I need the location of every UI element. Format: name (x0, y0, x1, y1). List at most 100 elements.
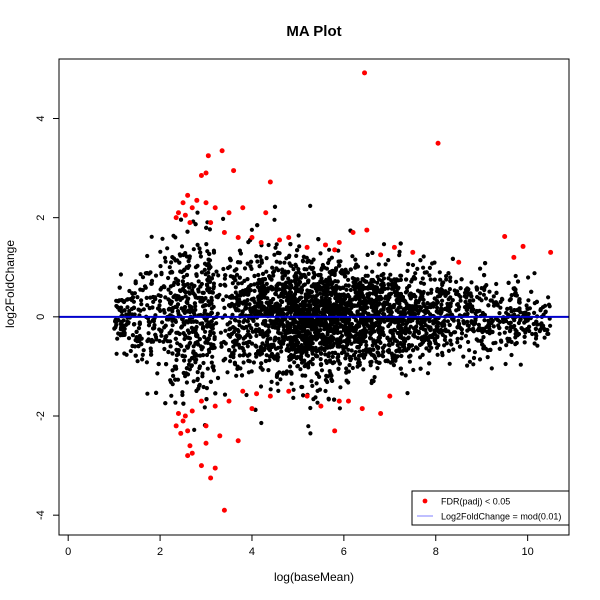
data-point (264, 353, 269, 358)
data-point (451, 347, 456, 352)
data-point (440, 298, 445, 303)
data-point (163, 295, 168, 300)
data-point (404, 289, 410, 294)
data-point (377, 301, 382, 306)
data-point (398, 241, 403, 246)
data-point (194, 272, 199, 277)
data-point (435, 305, 440, 310)
data-point (429, 334, 434, 340)
data-point (212, 336, 217, 342)
data-point (281, 294, 286, 299)
data-point (117, 285, 122, 290)
data-point (315, 400, 320, 405)
data-point (442, 343, 447, 348)
data-point (333, 295, 338, 300)
data-point (279, 319, 284, 324)
data-point (342, 270, 347, 276)
data-point (368, 319, 373, 324)
data-point (349, 334, 354, 339)
data-point (295, 248, 300, 253)
data-point (348, 322, 353, 328)
data-point (482, 318, 487, 323)
data-point (205, 366, 210, 371)
data-point (381, 304, 386, 309)
data-point (264, 281, 269, 286)
data-point (281, 324, 286, 329)
data-point (272, 217, 277, 222)
data-point (357, 362, 362, 367)
data-point (241, 353, 246, 358)
data-point (131, 305, 137, 310)
data-point (494, 290, 499, 295)
data-point (162, 255, 168, 260)
data-point (421, 319, 426, 325)
data-point (526, 275, 531, 280)
x-tick-label: 6 (341, 546, 347, 558)
data-point (421, 265, 426, 270)
data-point (333, 279, 338, 284)
data-point (173, 377, 178, 382)
data-point (350, 254, 355, 259)
data-point (230, 281, 235, 286)
data-point (181, 252, 186, 258)
data-point (260, 341, 265, 346)
data-point (288, 291, 293, 296)
data-point (379, 308, 384, 313)
data-point (361, 367, 366, 372)
significant-point (502, 234, 508, 240)
data-point (447, 309, 452, 314)
data-point (193, 222, 198, 227)
data-point (225, 370, 230, 375)
data-point (232, 338, 238, 343)
data-point (310, 356, 315, 362)
data-point (390, 341, 395, 346)
data-point (250, 309, 255, 314)
data-point (182, 348, 187, 353)
data-point (308, 405, 313, 411)
data-point (379, 353, 385, 358)
data-point (211, 304, 216, 309)
data-point (298, 334, 303, 339)
data-point (309, 266, 314, 272)
data-point (182, 267, 187, 272)
data-point (485, 355, 490, 360)
data-point (139, 298, 144, 303)
data-point (398, 273, 403, 278)
data-point (386, 309, 391, 314)
data-point (176, 311, 181, 316)
data-point (369, 352, 374, 357)
data-point (241, 291, 246, 296)
data-point (378, 317, 383, 322)
y-tick-label: 2 (35, 215, 47, 221)
data-point (237, 248, 242, 253)
data-point (257, 295, 262, 301)
data-point (449, 342, 454, 347)
significant-point (277, 237, 283, 243)
legend-marker-significant (422, 498, 428, 504)
data-point (130, 343, 135, 349)
data-point (201, 290, 206, 295)
data-point (322, 335, 327, 340)
data-point (316, 237, 321, 242)
data-point (337, 263, 342, 268)
data-point (473, 321, 478, 326)
data-point (274, 259, 279, 264)
data-point (300, 259, 306, 264)
data-point (139, 342, 144, 347)
data-point (159, 285, 164, 290)
data-point (403, 339, 408, 344)
data-point (542, 335, 547, 340)
data-point (160, 320, 165, 325)
data-point (477, 291, 483, 296)
data-point (351, 284, 356, 289)
data-point (359, 286, 364, 291)
data-point (336, 366, 341, 371)
data-point (344, 370, 349, 375)
data-point (491, 300, 497, 305)
data-point (314, 381, 319, 386)
data-point (359, 320, 364, 325)
data-point (167, 331, 172, 336)
data-point (208, 342, 214, 347)
data-point (206, 270, 211, 275)
data-point (525, 306, 530, 311)
